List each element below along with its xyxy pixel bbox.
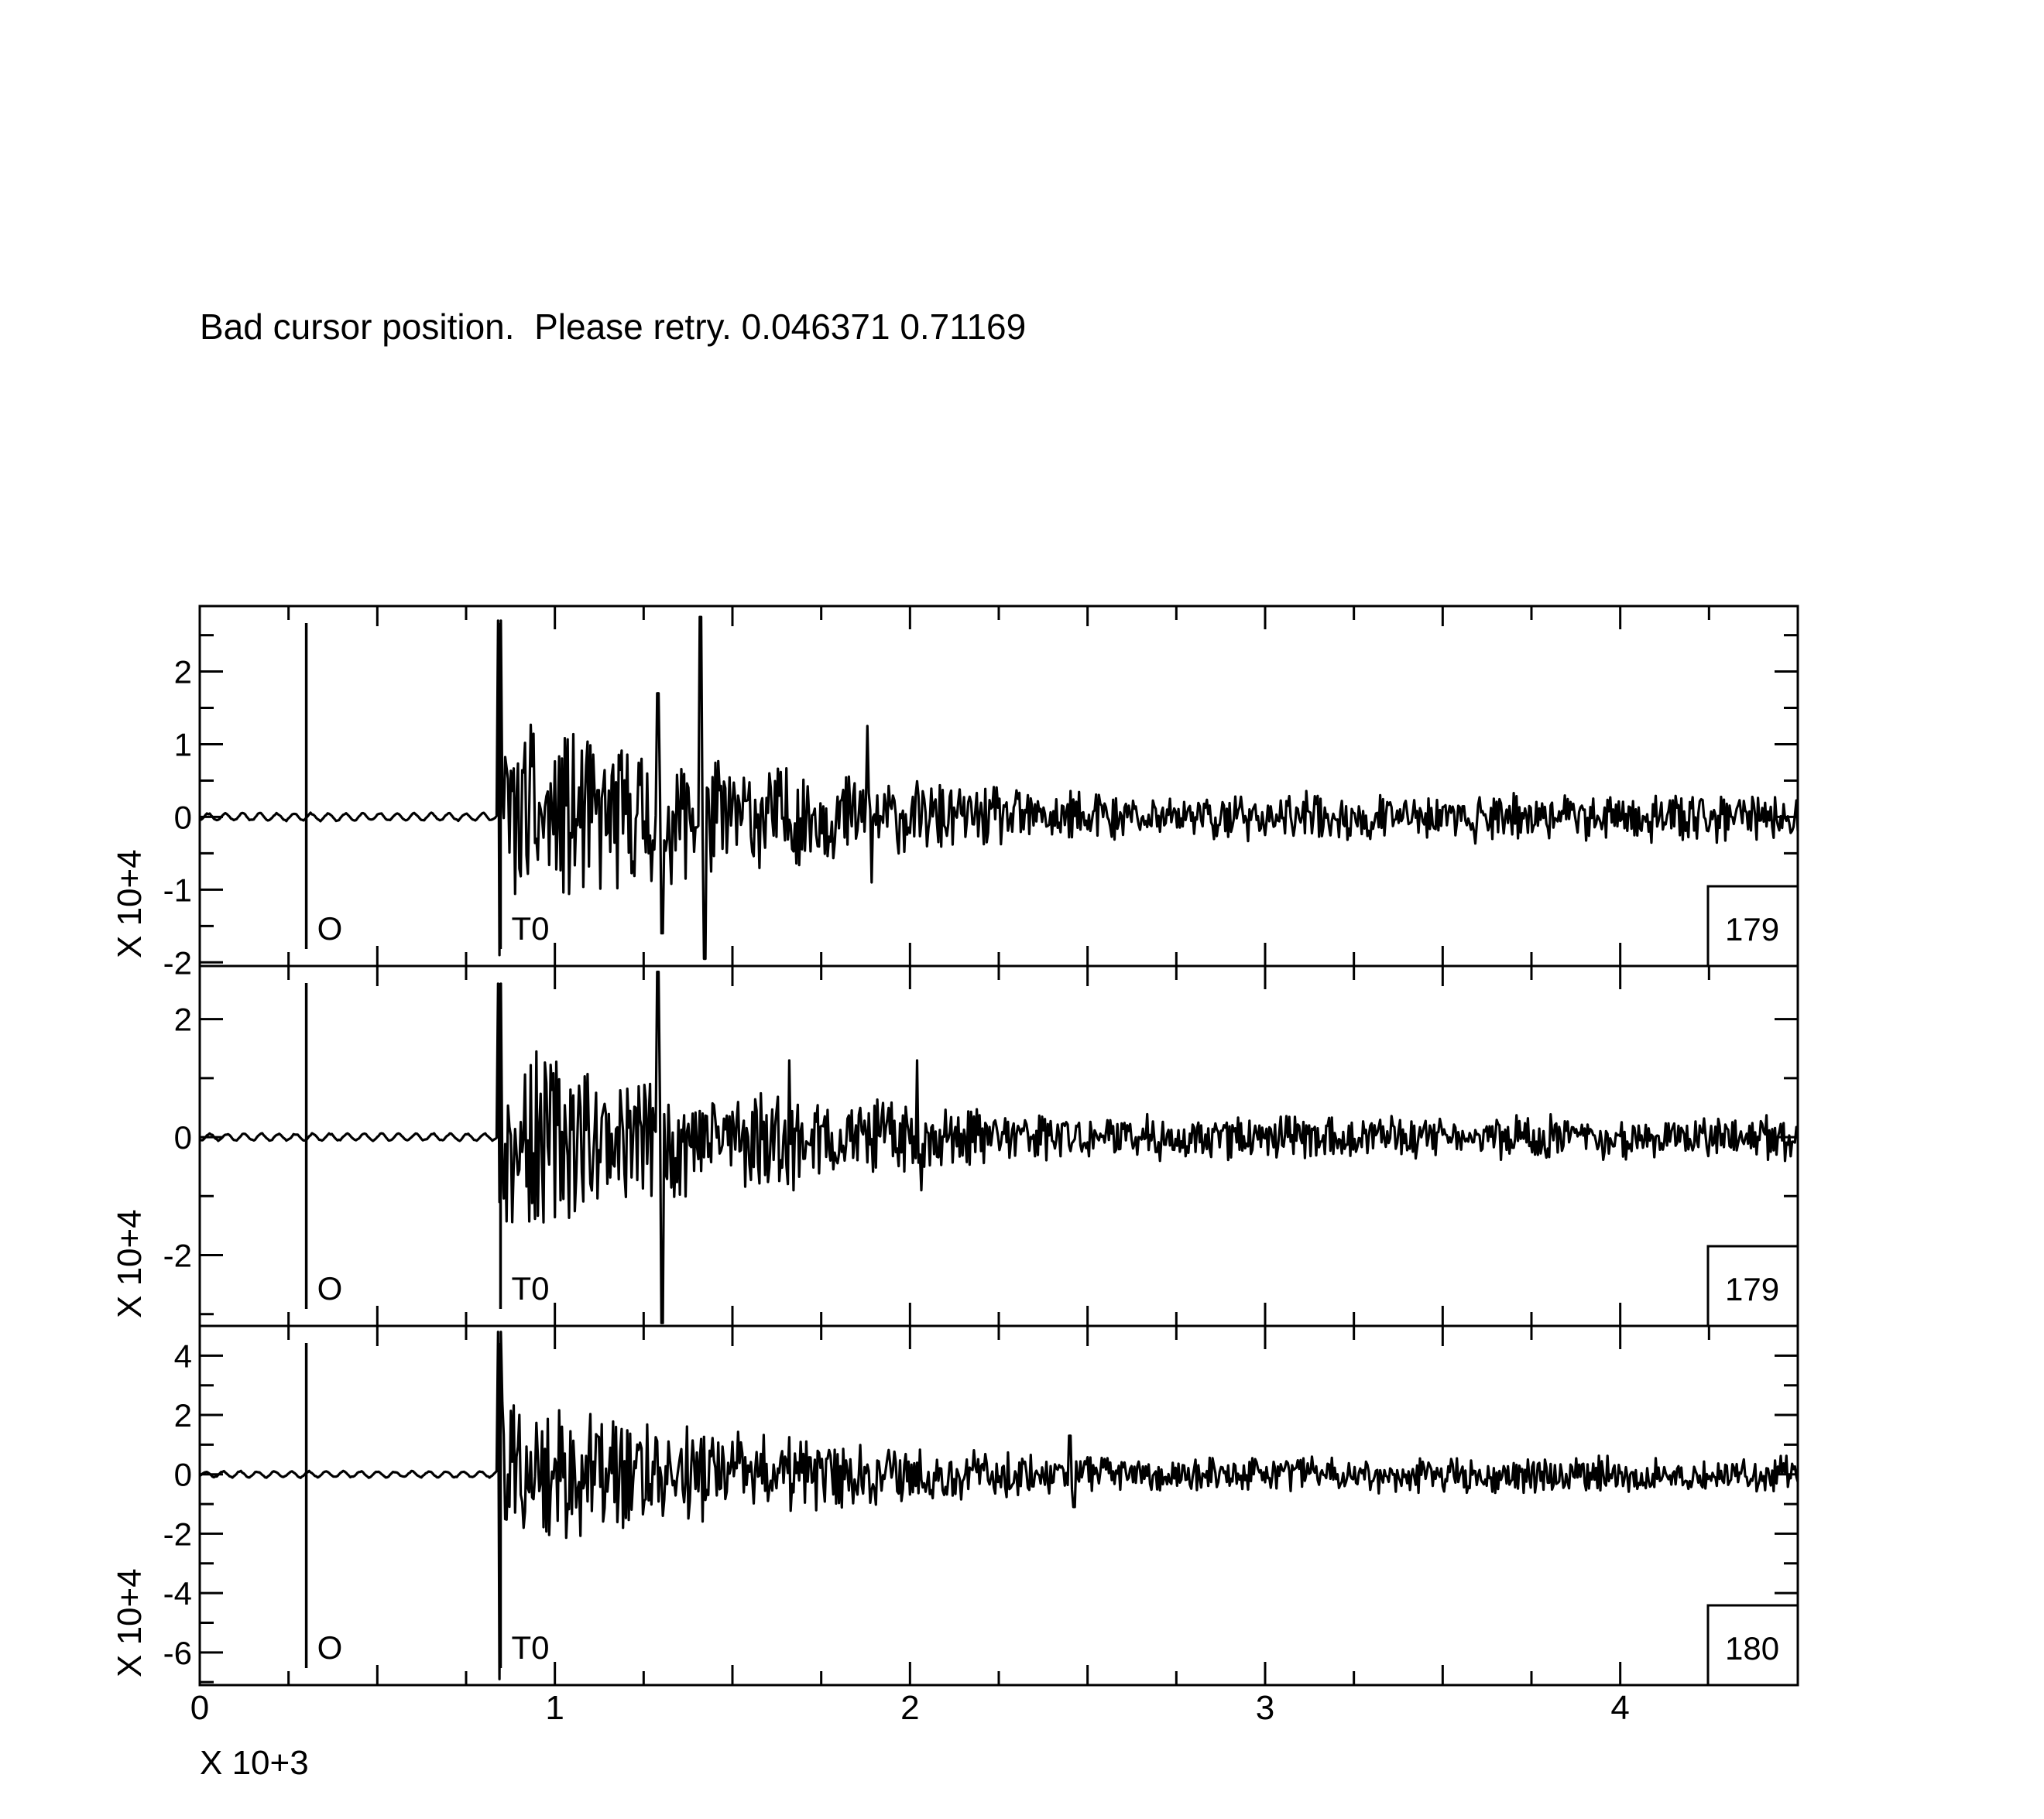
y-tick-label: -2 bbox=[163, 944, 192, 981]
y-tick-label: 4 bbox=[174, 1338, 192, 1374]
pick-marker-label: T0 bbox=[511, 1270, 549, 1307]
y-tick-label: 2 bbox=[174, 1002, 192, 1038]
y-tick-label: 0 bbox=[174, 1119, 192, 1156]
station-box bbox=[1706, 1245, 1799, 1327]
waveform bbox=[199, 971, 1799, 1324]
panel-3 bbox=[198, 1324, 1799, 1687]
panel-frame bbox=[198, 605, 1799, 968]
panel-1 bbox=[198, 605, 1799, 968]
pick-marker-label: T0 bbox=[511, 910, 549, 947]
panel-2 bbox=[198, 964, 1799, 1327]
y-tick-label: 1 bbox=[174, 726, 192, 762]
y-tick-label: -2 bbox=[163, 1238, 192, 1274]
y-tick-label: -2 bbox=[163, 1516, 192, 1552]
waveform bbox=[199, 1331, 1799, 1680]
x-tick-label: 1 bbox=[545, 1689, 564, 1727]
x-tick-label: 0 bbox=[190, 1689, 209, 1727]
y-tick-label: -6 bbox=[163, 1635, 192, 1671]
waveform bbox=[199, 615, 1799, 961]
y-tick-label: 2 bbox=[174, 1397, 192, 1434]
station-box bbox=[1706, 1604, 1799, 1687]
pick-marker-label: O bbox=[317, 1270, 343, 1307]
station-label: 179 bbox=[1725, 911, 1779, 947]
pick-marker-label: T0 bbox=[511, 1629, 549, 1666]
status-message: Bad cursor position. Please retry. 0.046… bbox=[200, 307, 1027, 347]
x-axis-multiplier: X 10+3 bbox=[200, 1744, 309, 1782]
station-label: 179 bbox=[1725, 1271, 1779, 1307]
x-tick-label: 4 bbox=[1610, 1689, 1629, 1727]
y-tick-label: -4 bbox=[163, 1575, 192, 1612]
y-tick-label: 0 bbox=[174, 799, 192, 835]
station-box bbox=[1706, 885, 1799, 968]
pick-marker-label: O bbox=[317, 1629, 343, 1666]
y-axis-label: X 10+4 bbox=[111, 1568, 149, 1677]
y-axis-label: X 10+4 bbox=[111, 849, 149, 958]
x-tick-label: 3 bbox=[1256, 1689, 1274, 1727]
x-tick-label: 2 bbox=[900, 1689, 919, 1727]
y-axis-label: X 10+4 bbox=[111, 1209, 149, 1318]
pick-marker-label: O bbox=[317, 910, 343, 947]
y-tick-label: -1 bbox=[163, 872, 192, 908]
y-tick-label: 2 bbox=[174, 654, 192, 690]
y-tick-label: 0 bbox=[174, 1457, 192, 1493]
panel-frame bbox=[198, 1324, 1799, 1687]
station-label: 180 bbox=[1725, 1630, 1779, 1667]
